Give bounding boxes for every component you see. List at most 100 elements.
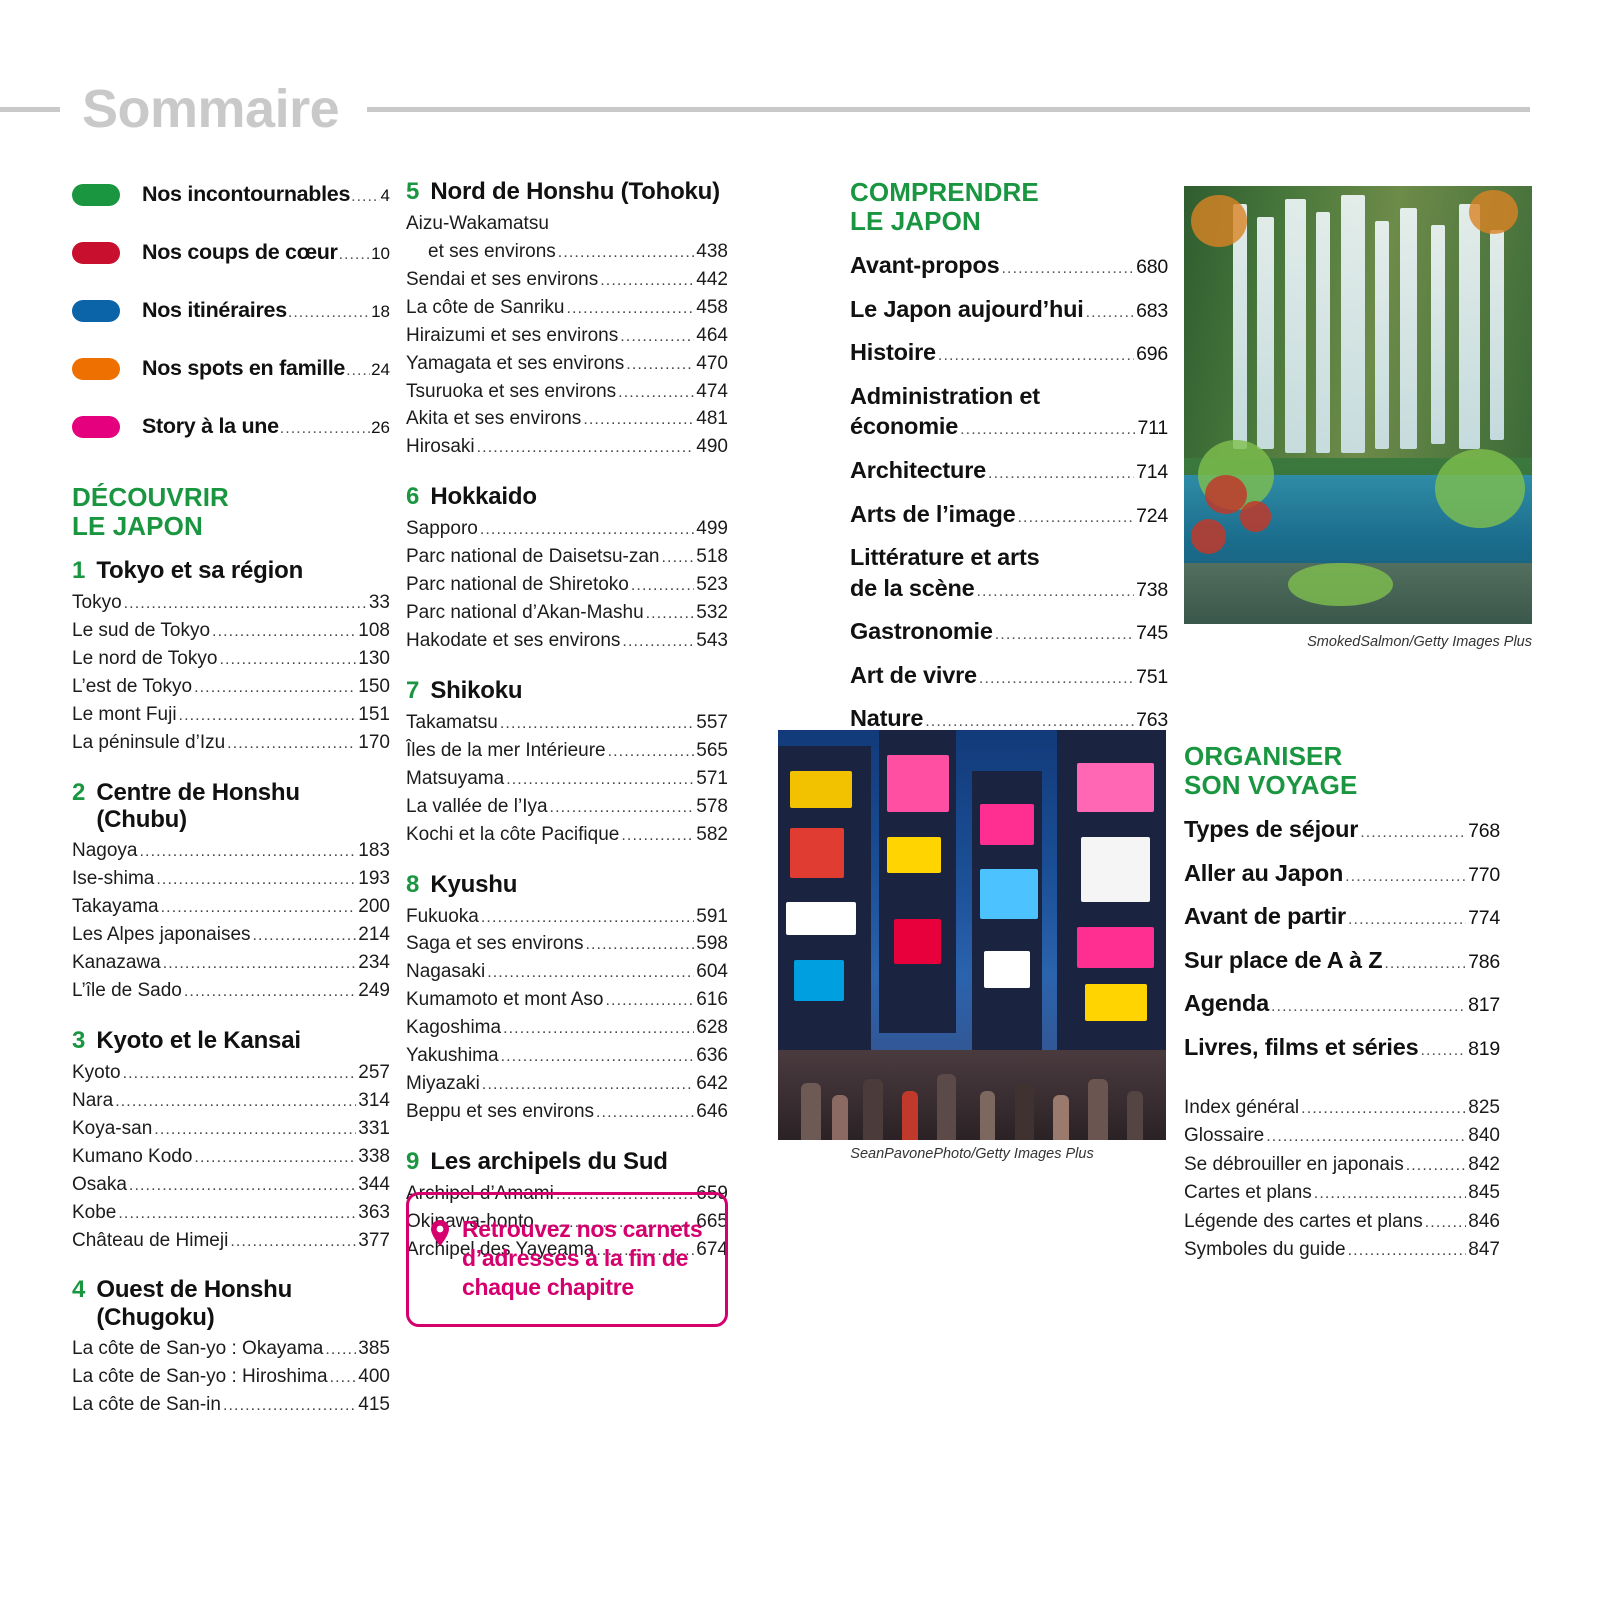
understand-heading-line2: LE JAPON xyxy=(850,206,981,237)
toc-entry[interactable]: Fukuoka.................................… xyxy=(406,903,728,931)
toc-entry[interactable]: Le nord de Tokyo........................… xyxy=(72,645,390,673)
toc-entry[interactable]: Beppu et ses environs...................… xyxy=(406,1098,728,1126)
leader-dots: ........................................… xyxy=(549,798,695,816)
toc-entry[interactable]: L’île de Sado...........................… xyxy=(72,977,390,1005)
highlight-row[interactable]: Nos spots en famille....................… xyxy=(72,352,390,385)
chapter-heading[interactable]: 5 Nord de Honshu (Tohoku) xyxy=(406,178,728,206)
toc-entry[interactable]: Se débrouiller en japonais..............… xyxy=(1184,1151,1500,1180)
toc-entry[interactable]: Nagoya..................................… xyxy=(72,837,390,865)
toc-entry[interactable]: Nature..................................… xyxy=(850,703,1168,734)
highlight-text: Story à la une..........................… xyxy=(142,414,390,439)
toc-entry[interactable]: Koya-san................................… xyxy=(72,1115,390,1143)
toc-entry-label: Kobe xyxy=(72,1201,117,1223)
chapter-heading[interactable]: 1 Tokyo et sa région xyxy=(72,557,390,585)
toc-entry[interactable]: Agenda..................................… xyxy=(1184,988,1500,1019)
toc-entry[interactable]: Saga et ses environs....................… xyxy=(406,930,728,958)
toc-entry[interactable]: Le Japon aujourd’hui....................… xyxy=(850,294,1168,325)
toc-entry[interactable]: La vallée de l’Iya......................… xyxy=(406,793,728,821)
chapter-number: 6 xyxy=(406,483,420,511)
highlight-row[interactable]: Nos incontournables.....................… xyxy=(72,178,390,211)
toc-entry[interactable]: Kumano Kodo.............................… xyxy=(72,1143,390,1171)
toc-entry[interactable]: Takamatsu...............................… xyxy=(406,709,728,737)
toc-entry[interactable]: Symboles du guide.......................… xyxy=(1184,1236,1500,1265)
toc-entry[interactable]: Hiraizumi et ses environs...............… xyxy=(406,322,728,350)
highlight-row[interactable]: Nos itinéraires.........................… xyxy=(72,294,390,327)
toc-entry[interactable]: Matsuyama...............................… xyxy=(406,765,728,793)
toc-entry[interactable]: Les Alpes japonaises....................… xyxy=(72,921,390,949)
toc-entry[interactable]: Takayama................................… xyxy=(72,893,390,921)
toc-entry[interactable]: Kyoto...................................… xyxy=(72,1059,390,1087)
toc-entry[interactable]: Kobe....................................… xyxy=(72,1199,390,1227)
toc-entry[interactable]: Ise-shima...............................… xyxy=(72,865,390,893)
leader-dots: ........................................… xyxy=(1266,1128,1467,1145)
toc-entry[interactable]: Château de Himeji.......................… xyxy=(72,1227,390,1255)
highlight-row[interactable]: Nos coups de cœur.......................… xyxy=(72,236,390,269)
toc-entry-page: 774 xyxy=(1468,907,1500,930)
toc-entry[interactable]: Parc national de Shiretoko..............… xyxy=(406,571,728,599)
toc-entry[interactable]: Cartes et plans.........................… xyxy=(1184,1179,1500,1208)
chapter-heading[interactable]: 9 Les archipels du Sud xyxy=(406,1148,728,1176)
toc-entry[interactable]: Gastronomie.............................… xyxy=(850,616,1168,647)
toc-entry[interactable]: Littérature et arts de la scène..........… xyxy=(850,542,1168,603)
toc-entry[interactable]: Miyazaki................................… xyxy=(406,1070,728,1098)
leader-dots: ........................................… xyxy=(618,383,694,401)
toc-entry[interactable]: Kumamoto et mont Aso....................… xyxy=(406,986,728,1014)
toc-entry[interactable]: La côte de San-yo : Okayama.............… xyxy=(72,1335,390,1363)
toc-entry[interactable]: et ses environs.........................… xyxy=(406,238,728,266)
toc-entry[interactable]: Okinawa-honto...........................… xyxy=(406,1208,728,1236)
toc-entry[interactable]: Arts de l’image.........................… xyxy=(850,499,1168,530)
toc-entry[interactable]: Tokyo...................................… xyxy=(72,589,390,617)
toc-entry[interactable]: Parc national de Daisetsu-zan...........… xyxy=(406,543,728,571)
toc-entry[interactable]: Sur place de A à Z......................… xyxy=(1184,945,1500,976)
toc-entry[interactable]: Îles de la mer Intérieure...............… xyxy=(406,737,728,765)
organize-entries-small: Index général...........................… xyxy=(1184,1094,1500,1265)
toc-entry[interactable]: Parc national d’Akan-Mashu..............… xyxy=(406,599,728,627)
toc-entry-page: 33 xyxy=(368,592,390,614)
toc-entry[interactable]: Kochi et la côte Pacifique..............… xyxy=(406,821,728,849)
toc-entry[interactable]: Index général...........................… xyxy=(1184,1094,1500,1123)
toc-entry[interactable]: Avant de partir.........................… xyxy=(1184,901,1500,932)
toc-entry[interactable]: La côte de San-in.......................… xyxy=(72,1391,390,1419)
toc-entry[interactable]: Hirosaki................................… xyxy=(406,433,728,461)
toc-entry[interactable]: L’est de Tokyo..........................… xyxy=(72,673,390,701)
toc-entry[interactable]: Sendai et ses environs..................… xyxy=(406,266,728,294)
toc-entry[interactable]: Osaka...................................… xyxy=(72,1171,390,1199)
toc-entry[interactable]: La péninsule d’Izu......................… xyxy=(72,729,390,757)
toc-entry[interactable]: Architecture............................… xyxy=(850,455,1168,486)
chapter-heading[interactable]: 6 Hokkaido xyxy=(406,483,728,511)
toc-entry[interactable]: Yamagata et ses environs................… xyxy=(406,350,728,378)
toc-entry[interactable]: Nara....................................… xyxy=(72,1087,390,1115)
chapter-heading[interactable]: 7 Shikoku xyxy=(406,677,728,705)
toc-entry[interactable]: Kagoshima...............................… xyxy=(406,1014,728,1042)
toc-entry[interactable]: La côte de San-yo : Hiroshima...........… xyxy=(72,1363,390,1391)
toc-entry[interactable]: Histoire................................… xyxy=(850,337,1168,368)
toc-entry[interactable]: Hakodate et ses environs................… xyxy=(406,627,728,655)
toc-entry[interactable]: Aller au Japon..........................… xyxy=(1184,858,1500,889)
toc-entry[interactable]: Nagasaki................................… xyxy=(406,958,728,986)
chapter-heading[interactable]: 4 Ouest de Honshu (Chugoku) xyxy=(72,1276,390,1331)
toc-entry[interactable]: Livres, films et séries.................… xyxy=(1184,1032,1500,1063)
toc-entry[interactable]: Le mont Fuji............................… xyxy=(72,701,390,729)
toc-entry[interactable]: Archipel des Yayeama....................… xyxy=(406,1236,728,1264)
toc-entry[interactable]: Types de séjour.........................… xyxy=(1184,814,1500,845)
toc-entry-page: 642 xyxy=(696,1073,728,1095)
toc-entry[interactable]: Aizu-Wakamatsu..........................… xyxy=(406,210,728,238)
toc-entry[interactable]: Le sud de Tokyo.........................… xyxy=(72,617,390,645)
chapter-number: 4 xyxy=(72,1276,86,1304)
toc-entry[interactable]: Art de vivre............................… xyxy=(850,660,1168,691)
toc-entry[interactable]: La côte de Sanriku......................… xyxy=(406,294,728,322)
chapter-heading[interactable]: 2 Centre de Honshu (Chubu) xyxy=(72,779,390,834)
toc-entry[interactable]: Administration et économie...............… xyxy=(850,381,1168,442)
toc-entry[interactable]: Sapporo.................................… xyxy=(406,515,728,543)
chapter-heading[interactable]: 3 Kyoto et le Kansai xyxy=(72,1027,390,1055)
toc-entry[interactable]: Akita et ses environs...................… xyxy=(406,405,728,433)
chapter-heading[interactable]: 8 Kyushu xyxy=(406,871,728,899)
toc-entry[interactable]: Yakushima...............................… xyxy=(406,1042,728,1070)
toc-entry[interactable]: Glossaire...............................… xyxy=(1184,1122,1500,1151)
toc-entry-page: 786 xyxy=(1468,950,1500,973)
highlight-row[interactable]: Story à la une..........................… xyxy=(72,410,390,443)
toc-entry[interactable]: Kanazawa................................… xyxy=(72,949,390,977)
toc-entry[interactable]: Avant-propos............................… xyxy=(850,250,1168,281)
toc-entry[interactable]: Légende des cartes et plans.............… xyxy=(1184,1208,1500,1237)
toc-entry[interactable]: Tsuruoka et ses environs................… xyxy=(406,378,728,406)
